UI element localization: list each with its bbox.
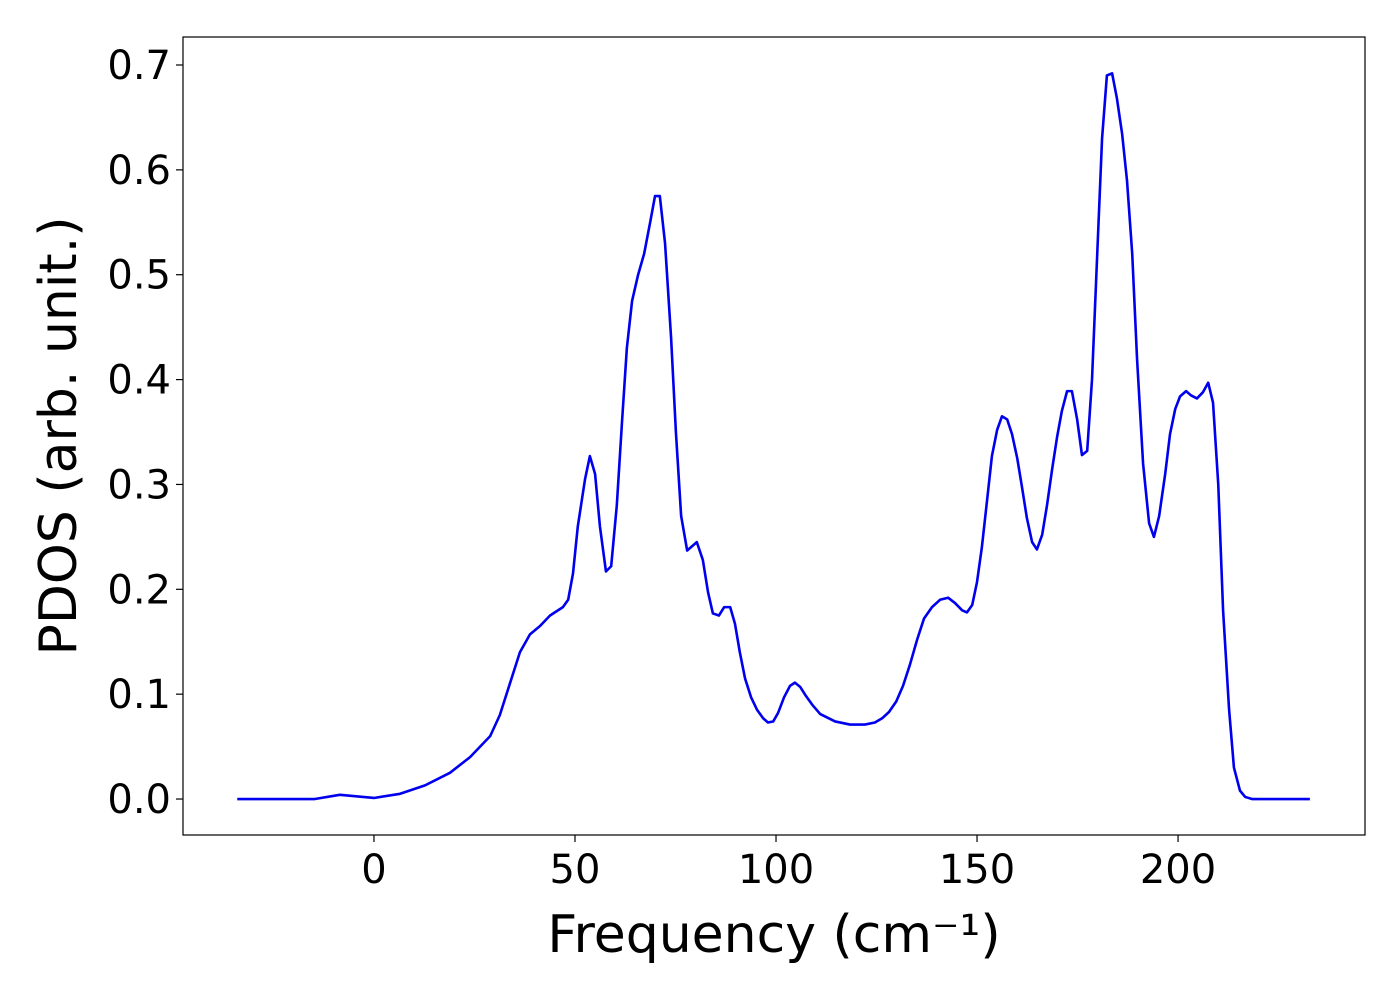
x-tick-label: 150	[939, 847, 1015, 893]
y-tick-label: 0.4	[107, 358, 171, 404]
x-tick-label: 100	[738, 847, 814, 893]
y-tick-label: 0.3	[107, 462, 171, 508]
plot-frame	[182, 36, 1366, 836]
y-tick-label: 0.6	[107, 148, 171, 194]
x-tick-label: 50	[550, 847, 601, 893]
x-tick-label: 0	[361, 847, 386, 893]
x-axis-label: Frequency (cm⁻¹)	[547, 905, 1000, 965]
y-tick-label: 0.1	[107, 672, 171, 718]
y-tick-label: 0.7	[107, 43, 171, 89]
y-axis-label: PDOS (arb. unit.)	[29, 216, 89, 655]
x-tick-label: 200	[1140, 847, 1216, 893]
y-tick-label: 0.0	[107, 777, 171, 823]
y-tick-label: 0.5	[107, 253, 171, 299]
data-line	[237, 72, 1310, 801]
y-tick-label: 0.2	[107, 567, 171, 613]
